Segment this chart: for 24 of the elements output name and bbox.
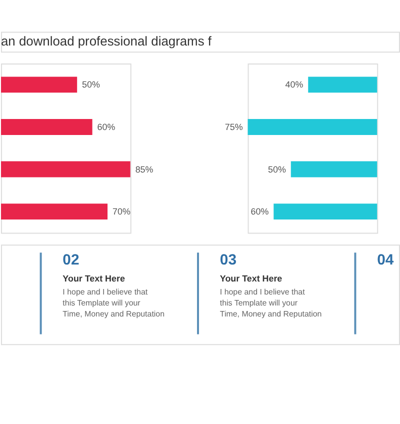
- bar: [290, 161, 378, 178]
- data-label: 70%: [112, 206, 130, 217]
- text: I hope and I believe that this Template will your Time, Money and Reputation: [62, 287, 165, 318]
- bar: [274, 204, 378, 220]
- data-label: 60%: [250, 206, 269, 217]
- bar: [0, 161, 130, 178]
- data-label: 40%: [285, 80, 304, 90]
- text: 02: [62, 252, 80, 269]
- text: 03: [220, 252, 236, 269]
- data-label: 50%: [82, 80, 100, 90]
- bar: [0, 204, 108, 220]
- data-label: 60%: [97, 122, 116, 132]
- bar: [248, 119, 378, 135]
- data-label: 85%: [135, 164, 154, 174]
- bar: [0, 119, 92, 135]
- bar: [0, 76, 78, 93]
- text: Your Text Here: [62, 273, 125, 284]
- chart-subtitle: an download professional diagrams f: [0, 34, 212, 49]
- text: Your Text Here: [220, 273, 282, 284]
- text: 04: [377, 252, 394, 269]
- bar: [308, 76, 378, 93]
- data-label: 50%: [268, 164, 286, 174]
- text: I hope and I believe that this Template will your Time, Money and Reputation: [220, 287, 322, 318]
- data-label: 75%: [224, 122, 243, 132]
